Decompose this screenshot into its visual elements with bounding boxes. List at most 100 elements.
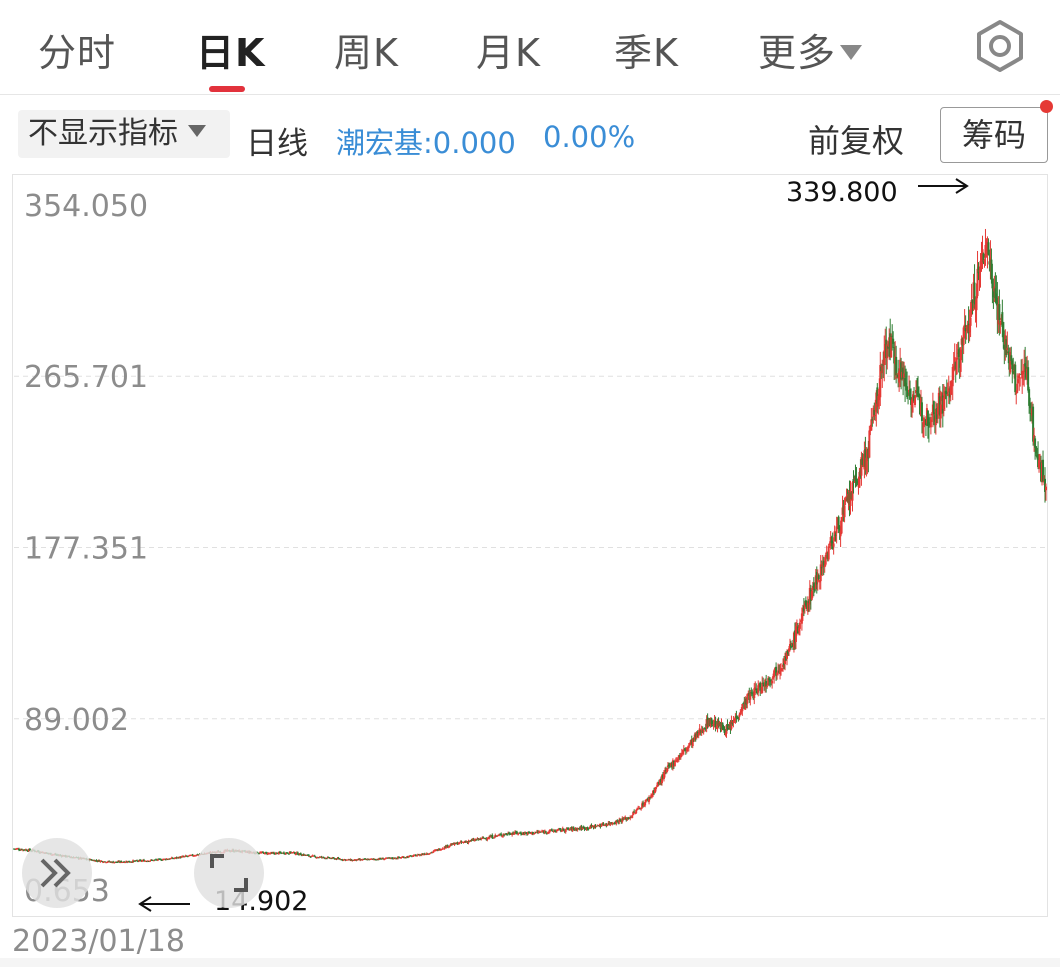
candle (447, 846, 450, 849)
candle (916, 376, 919, 401)
chaohongji-percent: 0.00% (543, 120, 636, 154)
tab-daily-k[interactable]: 日K (196, 31, 266, 75)
candle (591, 825, 594, 828)
chaohongji-value: 潮宏基:0.000 (336, 126, 516, 160)
y-tick-label: 354.050 (24, 189, 148, 224)
fullscreen-button[interactable] (194, 838, 264, 908)
candle (757, 680, 760, 697)
candle (467, 839, 470, 845)
candle (902, 361, 905, 396)
candle (431, 851, 434, 854)
candle (1018, 373, 1021, 391)
candle (976, 250, 979, 299)
candle (746, 693, 749, 709)
candle (827, 543, 830, 562)
candle (992, 278, 995, 309)
candle (1014, 361, 1017, 396)
candle (920, 396, 923, 434)
tab-monthly-k[interactable]: 月K (476, 31, 541, 75)
adjustment-toggle[interactable]: 前复权 (808, 122, 905, 160)
candle (914, 395, 917, 408)
candle (128, 860, 131, 862)
candle (812, 577, 815, 597)
candle (633, 809, 636, 813)
candle (907, 390, 910, 405)
active-tab-indicator (209, 86, 245, 92)
candle (854, 464, 857, 488)
line-type-label: 日线 (246, 126, 308, 162)
candle (1029, 397, 1032, 422)
max-price-annotation: 339.800 (786, 177, 898, 208)
candle (779, 663, 782, 680)
candle (606, 823, 609, 827)
candle (775, 662, 778, 681)
candle (949, 380, 952, 402)
candle (1023, 349, 1026, 387)
arrow-right-icon (918, 178, 969, 194)
candle (781, 667, 784, 672)
candle (286, 852, 289, 854)
candle (550, 828, 553, 831)
candle (621, 816, 624, 824)
candle (959, 347, 962, 378)
indicator-select[interactable]: 不显示指标 (18, 110, 230, 158)
chip-distribution-button[interactable]: 筹码 (940, 107, 1048, 163)
candle (531, 831, 534, 836)
candle (1005, 335, 1008, 358)
candle (855, 467, 858, 487)
candles (13, 228, 1047, 864)
tab-more[interactable]: 更多 (758, 22, 863, 77)
candle (947, 375, 950, 404)
candle (737, 716, 740, 722)
candle (1028, 386, 1031, 414)
tab-weekly-k[interactable]: 周K (334, 31, 399, 75)
candle (1021, 358, 1024, 394)
candle (973, 264, 976, 310)
candle (955, 343, 958, 376)
candle (860, 451, 863, 486)
candle (978, 266, 981, 291)
grid-lines (14, 375, 1046, 720)
candle (999, 320, 1002, 334)
candle (917, 386, 920, 398)
tab-more-label: 更多 (758, 31, 837, 75)
candle (942, 384, 945, 417)
candle (562, 828, 565, 831)
candle (971, 299, 974, 315)
settings-icon[interactable] (972, 18, 1028, 74)
candle (618, 817, 621, 825)
candle (25, 849, 28, 851)
candle (640, 807, 643, 811)
candle (861, 453, 864, 467)
candle (148, 860, 151, 862)
candle (895, 345, 898, 384)
candle (655, 786, 658, 792)
scroll-forward-button[interactable] (22, 838, 92, 908)
candle (851, 481, 854, 512)
candle (415, 855, 418, 857)
arrow-left-icon (138, 896, 190, 912)
y-tick-label: 265.701 (24, 360, 148, 395)
tab-quarterly-k[interactable]: 季K (614, 31, 679, 75)
candle (871, 416, 874, 427)
candle (886, 340, 889, 370)
candle (721, 722, 724, 731)
candle (892, 331, 895, 348)
candle (806, 596, 809, 615)
candle (648, 795, 651, 805)
candle (773, 669, 776, 684)
chevron-down-icon (840, 45, 863, 60)
candle (891, 324, 894, 351)
x-start-date: 2023/01/18 (12, 924, 185, 959)
candle (909, 380, 912, 400)
candle (642, 800, 645, 808)
candle (883, 335, 886, 382)
candle (922, 415, 925, 439)
candle (488, 835, 491, 840)
candle (136, 859, 139, 862)
candle (817, 573, 820, 581)
candle (987, 238, 990, 256)
tab-fenshi[interactable]: 分时 (38, 31, 117, 75)
candle (767, 676, 770, 686)
